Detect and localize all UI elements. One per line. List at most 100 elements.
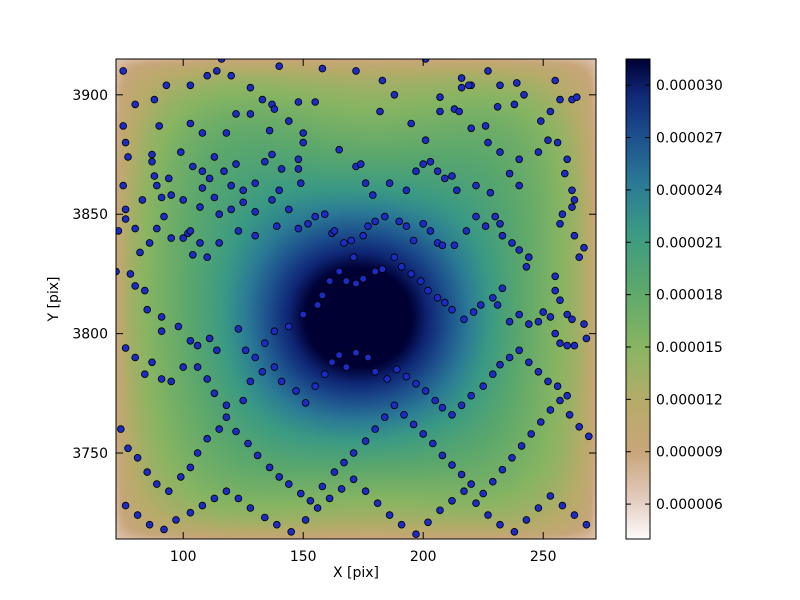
heatmap-plot — [115, 58, 597, 540]
data-point — [534, 367, 543, 376]
data-point — [313, 301, 322, 309]
data-point — [568, 315, 576, 324]
x-axis-label: X [pix] — [333, 565, 379, 581]
data-point — [551, 272, 559, 281]
data-point — [186, 119, 195, 128]
data-point — [198, 167, 207, 176]
data-point — [222, 401, 231, 410]
data-point — [380, 413, 389, 422]
data-point — [409, 236, 418, 245]
x-tick-label: 200 — [410, 549, 437, 565]
colorbar-ticks: 0.000006 0.000009 0.000012 0.000015 0.000018… — [626, 78, 723, 513]
data-point — [510, 527, 519, 536]
data-point — [484, 67, 492, 75]
data-point — [371, 367, 380, 376]
data-point — [179, 234, 188, 242]
data-point — [217, 59, 226, 63]
data-point — [440, 298, 449, 307]
data-point — [227, 205, 236, 214]
data-point — [455, 107, 464, 116]
data-point — [361, 487, 370, 496]
data-point — [361, 437, 370, 445]
data-point — [301, 516, 310, 524]
data-point — [186, 463, 195, 472]
data-point — [320, 370, 329, 379]
data-point — [203, 71, 212, 80]
data-point — [136, 248, 144, 257]
data-point — [234, 325, 243, 333]
data-point — [352, 279, 360, 288]
data-point — [227, 181, 236, 190]
data-point — [153, 480, 161, 488]
data-point — [385, 179, 394, 188]
data-point — [222, 487, 231, 496]
data-point — [193, 363, 202, 371]
data-point — [251, 353, 260, 362]
data-point — [121, 205, 130, 214]
data-point — [556, 220, 564, 228]
data-point — [318, 482, 327, 491]
data-point — [433, 293, 442, 302]
data-point — [407, 270, 416, 278]
data-point — [421, 387, 430, 395]
data-point — [275, 186, 284, 195]
data-point — [371, 267, 380, 276]
data-point — [570, 196, 579, 204]
data-point — [558, 210, 567, 219]
data-point — [421, 59, 430, 63]
data-point — [277, 165, 286, 173]
data-point — [239, 396, 248, 405]
data-point — [325, 494, 334, 503]
data-point — [436, 93, 444, 101]
data-point — [457, 83, 466, 92]
data-point — [246, 110, 255, 118]
data-point — [150, 172, 159, 180]
data-point — [553, 382, 562, 391]
data-point — [222, 129, 231, 137]
data-point — [580, 243, 588, 252]
data-point — [431, 396, 440, 405]
data-point — [520, 91, 528, 99]
data-point — [402, 372, 411, 381]
data-point — [157, 313, 166, 321]
data-point — [491, 212, 500, 221]
data-point — [416, 277, 425, 285]
data-point — [165, 174, 173, 183]
data-point — [272, 222, 281, 231]
data-point — [349, 475, 358, 484]
data-point — [148, 157, 156, 166]
data-point — [397, 520, 406, 529]
data-point — [517, 442, 526, 450]
data-point — [438, 241, 447, 250]
data-point — [311, 212, 320, 221]
density-heatmap — [116, 59, 596, 539]
data-point — [284, 322, 293, 331]
plot-frame — [115, 58, 597, 540]
data-point — [359, 231, 368, 240]
data-point — [582, 520, 591, 529]
data-point — [174, 322, 183, 331]
data-point — [335, 145, 344, 154]
data-point — [157, 327, 166, 336]
data-point — [340, 239, 348, 247]
data-point — [349, 449, 358, 457]
data-point — [215, 210, 224, 219]
data-point — [397, 262, 406, 271]
y-tick-label: 3750 — [72, 446, 108, 462]
data-point — [392, 365, 401, 374]
data-point — [299, 310, 308, 319]
data-point — [141, 370, 149, 379]
data-point — [210, 153, 219, 161]
data-point — [126, 270, 135, 278]
data-point — [546, 406, 555, 414]
data-point — [544, 377, 552, 386]
data-point — [318, 291, 327, 300]
data-point — [138, 196, 147, 204]
data-point — [472, 212, 480, 221]
data-point — [227, 71, 236, 80]
data-point — [467, 480, 476, 488]
data-point — [556, 396, 564, 405]
data-point — [234, 227, 243, 235]
data-point — [493, 301, 502, 309]
data-point — [505, 169, 514, 178]
